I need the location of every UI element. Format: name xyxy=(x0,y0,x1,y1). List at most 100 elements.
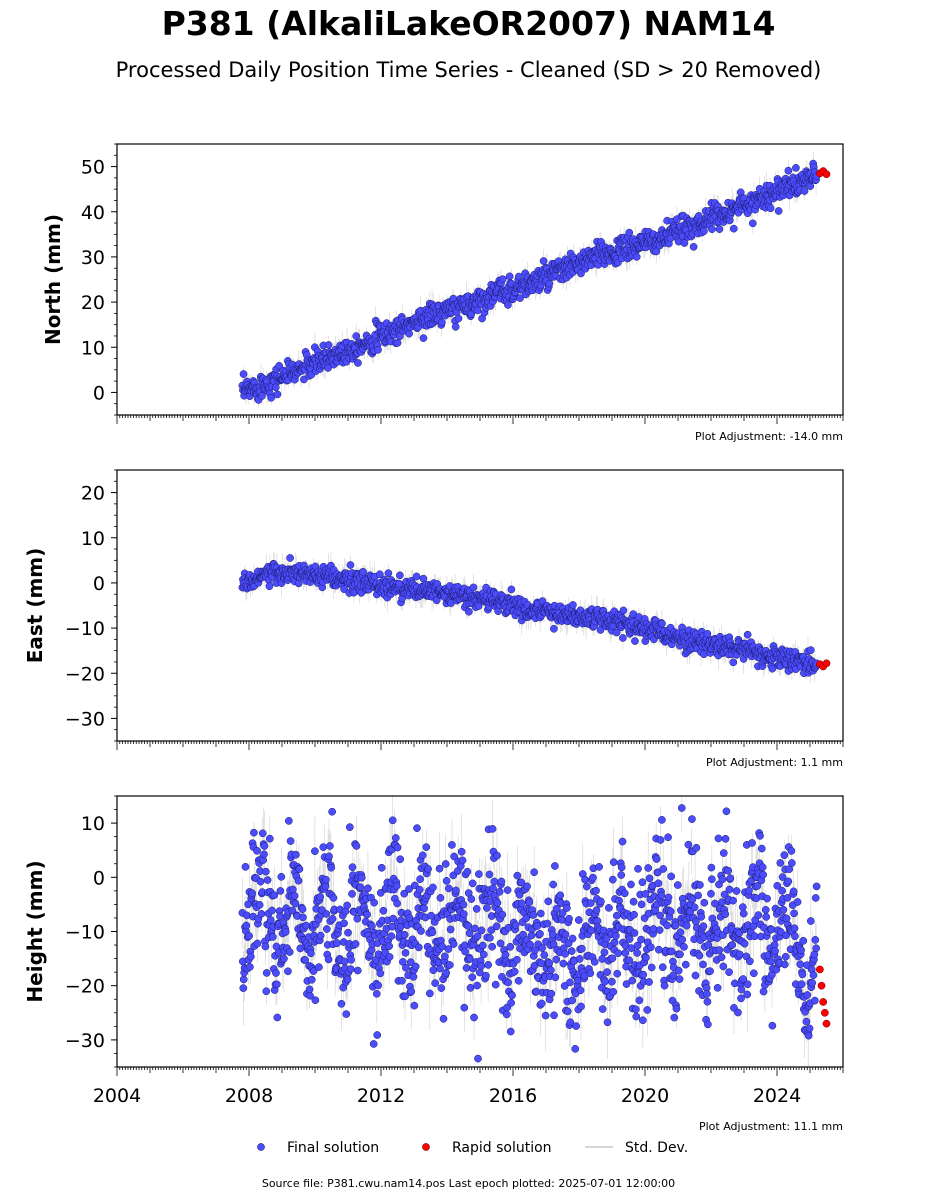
final-solution-point xyxy=(436,894,445,902)
final-solution-point xyxy=(242,921,251,930)
y-tick-label: 40 xyxy=(81,202,105,224)
final-solution-point xyxy=(515,272,523,281)
final-solution-point xyxy=(263,876,272,884)
final-solution-point xyxy=(479,950,488,959)
final-solution-point xyxy=(466,984,475,992)
final-solution-point xyxy=(292,850,300,859)
final-solution-point xyxy=(612,628,621,637)
final-solution-point xyxy=(806,182,815,190)
final-solution-point xyxy=(364,884,372,893)
final-solution-point xyxy=(475,870,483,878)
final-solution-point xyxy=(442,968,451,977)
final-solution-point xyxy=(514,976,523,985)
y-tick-label: 0 xyxy=(93,573,105,595)
final-solution-point xyxy=(428,928,437,937)
final-solution-point xyxy=(333,939,341,947)
final-solution-point xyxy=(402,963,410,972)
final-solution-point xyxy=(437,318,446,327)
y-tick-label: 30 xyxy=(81,247,105,269)
final-solution-point xyxy=(482,904,491,912)
final-solution-point xyxy=(276,887,285,895)
final-solution-point xyxy=(262,987,271,996)
final-solution-point xyxy=(273,1013,282,1022)
final-solution-point xyxy=(460,1003,469,1012)
final-solution-point xyxy=(516,294,524,302)
final-solution-point xyxy=(700,650,708,659)
final-solution-point xyxy=(547,966,555,975)
panel-1: 0 10 20 30 40 50 North (mm) Plot Adjustment: -1… xyxy=(41,143,844,443)
y-tick-label: 0 xyxy=(93,382,105,404)
final-solution-point xyxy=(432,596,441,605)
final-solution-point xyxy=(269,933,277,941)
final-solution-point xyxy=(343,901,352,910)
final-solution-point xyxy=(504,978,512,987)
final-solution-point xyxy=(268,906,276,915)
final-solution-point xyxy=(703,629,712,638)
plot-area xyxy=(238,151,831,408)
final-solution-point xyxy=(487,926,496,935)
final-solution-point xyxy=(807,646,815,654)
final-solution-point xyxy=(273,980,281,989)
final-solution-point xyxy=(490,877,499,886)
y-axis-label: East (mm) xyxy=(23,548,47,664)
final-solution-point xyxy=(392,882,401,890)
final-solution-point xyxy=(529,911,538,919)
final-solution-point xyxy=(511,921,520,929)
final-solution-point xyxy=(506,1027,515,1036)
final-solution-point xyxy=(460,910,468,918)
final-solution-point xyxy=(680,239,689,247)
plot-area xyxy=(238,796,831,1067)
final-solution-point xyxy=(253,847,261,855)
final-solution-point xyxy=(239,984,248,993)
final-solution-point xyxy=(551,973,560,982)
final-solution-point xyxy=(457,847,466,856)
final-solution-point xyxy=(479,941,487,950)
final-solution-point xyxy=(291,899,300,908)
final-solution-point xyxy=(265,834,274,843)
final-solution-point xyxy=(340,585,348,593)
final-solution-point xyxy=(353,914,362,923)
final-solution-point xyxy=(281,928,290,936)
final-solution-point xyxy=(319,843,328,851)
final-solution-point xyxy=(496,939,505,948)
final-solution-point xyxy=(486,933,494,942)
y-tick-label: 20 xyxy=(81,483,105,505)
final-solution-point xyxy=(625,228,634,237)
final-solution-point xyxy=(632,253,641,261)
final-solution-point xyxy=(406,958,415,967)
final-solution-point xyxy=(396,922,405,931)
final-solution-point xyxy=(513,955,521,964)
final-solution-point xyxy=(559,959,568,968)
final-solution-point xyxy=(748,219,757,228)
y-tick-label: 10 xyxy=(81,337,105,359)
final-solution-point xyxy=(321,882,330,891)
final-solution-point xyxy=(316,893,325,901)
final-solution-point xyxy=(543,919,552,928)
y-tick-label: −10 xyxy=(65,618,105,640)
final-solution-point xyxy=(352,842,361,850)
final-solution-point xyxy=(372,989,381,998)
final-solution-point xyxy=(401,949,410,957)
final-solution-point xyxy=(375,570,384,579)
final-solution-point xyxy=(418,851,427,860)
final-solution-point xyxy=(446,925,455,934)
final-solution-point xyxy=(439,1014,448,1023)
final-solution-point xyxy=(449,940,458,948)
final-solution-point xyxy=(729,224,738,233)
final-solution-point xyxy=(445,961,454,969)
final-solution-point xyxy=(493,899,502,907)
final-solution-point xyxy=(324,341,333,349)
final-solution-point xyxy=(519,930,527,939)
final-solution-point xyxy=(285,948,294,956)
final-solution-point xyxy=(549,880,557,889)
final-solution-point xyxy=(477,926,486,935)
final-solution-point xyxy=(344,928,352,937)
final-solution-point xyxy=(239,975,248,984)
final-solution-point xyxy=(417,927,425,935)
final-solution-point xyxy=(301,956,310,964)
final-solution-point xyxy=(305,985,314,994)
final-solution-point xyxy=(299,913,307,922)
final-solution-point xyxy=(552,955,561,964)
final-solution-point xyxy=(391,834,400,842)
